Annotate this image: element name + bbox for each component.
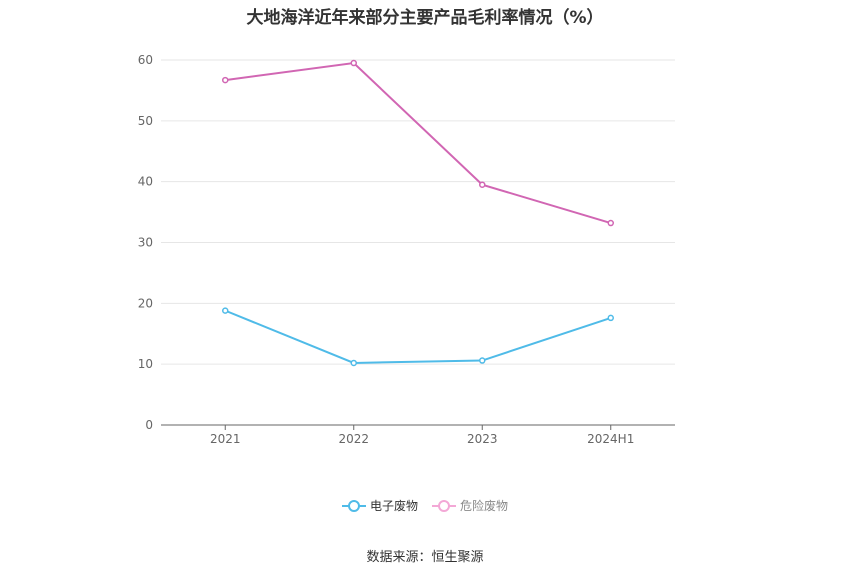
y-axis-ticks: 0 10 20 30 40 50 60 <box>138 53 153 432</box>
source-note: 数据来源：恒生聚源 <box>366 550 484 565</box>
x-tick-label: 2024H1 <box>587 432 634 446</box>
y-tick-label: 0 <box>145 418 153 432</box>
series-lines <box>224 61 612 364</box>
data-point-series-2 <box>607 219 614 227</box>
series-line-1 <box>224 309 612 364</box>
y-tick-label: 40 <box>138 175 153 189</box>
legend-marker-series-2 <box>432 499 456 512</box>
line-chart: 0 10 20 30 40 50 60 2021 2022 2023 2024H1 <box>138 53 675 446</box>
data-point-series-1 <box>350 359 357 367</box>
y-tick-label: 60 <box>138 53 153 67</box>
chart-title: 大地海洋近年来部分主要产品毛利率情况（%） <box>246 8 604 28</box>
y-tick-label: 30 <box>138 236 153 250</box>
data-point-series-2 <box>222 76 229 84</box>
data-point-series-2 <box>350 59 357 67</box>
x-tick-label: 2022 <box>338 432 369 446</box>
legend-label-series-1: 电子废物 <box>369 499 418 513</box>
y-tick-label: 10 <box>138 357 153 371</box>
x-tick-label: 2021 <box>210 432 241 446</box>
grid-lines <box>161 59 675 365</box>
series-points <box>222 59 614 367</box>
data-point-series-2 <box>479 181 486 188</box>
x-tick-label: 2023 <box>467 432 498 446</box>
legend-marker-series-1 <box>341 499 366 512</box>
data-point-series-1 <box>222 307 229 314</box>
legend-label-series-2: 危险废物 <box>460 499 509 513</box>
x-axis-ticks: 2021 2022 2023 2024H1 <box>210 425 634 446</box>
y-tick-label: 50 <box>138 114 153 128</box>
series-line-2 <box>225 61 612 224</box>
legend-item-series-2[interactable]: 危险废物 <box>432 497 508 514</box>
legend-item-series-1[interactable]: 电子废物 <box>341 497 418 514</box>
data-point-series-1 <box>607 314 614 322</box>
y-tick-label: 20 <box>138 296 153 310</box>
legend: 电子废物 危险废物 <box>0 497 850 514</box>
data-point-series-1 <box>479 357 486 364</box>
